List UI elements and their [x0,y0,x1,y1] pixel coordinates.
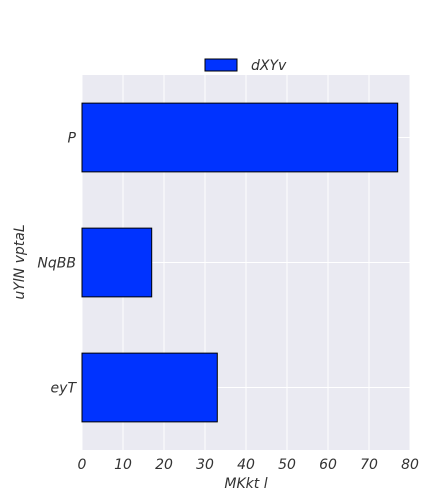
x-tick-label: 20 [155,457,173,473]
x-tick-label: 50 [278,457,296,473]
x-tick-label: 10 [114,457,132,473]
x-tick-labels: 0 10 20 30 40 50 60 70 80 [78,457,419,473]
legend: dXYv [204,58,287,74]
y-tick-labels: P NqBB eyT [37,131,77,397]
x-tick-label: 30 [196,457,214,473]
bar [81,352,218,423]
y-tick-label: eyT [51,381,78,397]
y-tick-label: NqBB [37,256,76,272]
bar [81,102,399,173]
y-tick-label: P [68,131,77,147]
x-tick-label: 70 [360,457,378,473]
legend-swatch [204,58,238,72]
x-tick-label: 40 [237,457,255,473]
legend-label: dXYv [251,58,287,74]
x-tick-label: 60 [319,457,337,473]
bars [81,102,399,423]
x-axis-label: MKkt l [224,476,267,492]
bar [81,227,153,298]
x-tick-label: 80 [401,457,419,473]
x-tick-label: 0 [78,457,87,473]
y-axis-label: uYlN vptaL [12,224,28,299]
